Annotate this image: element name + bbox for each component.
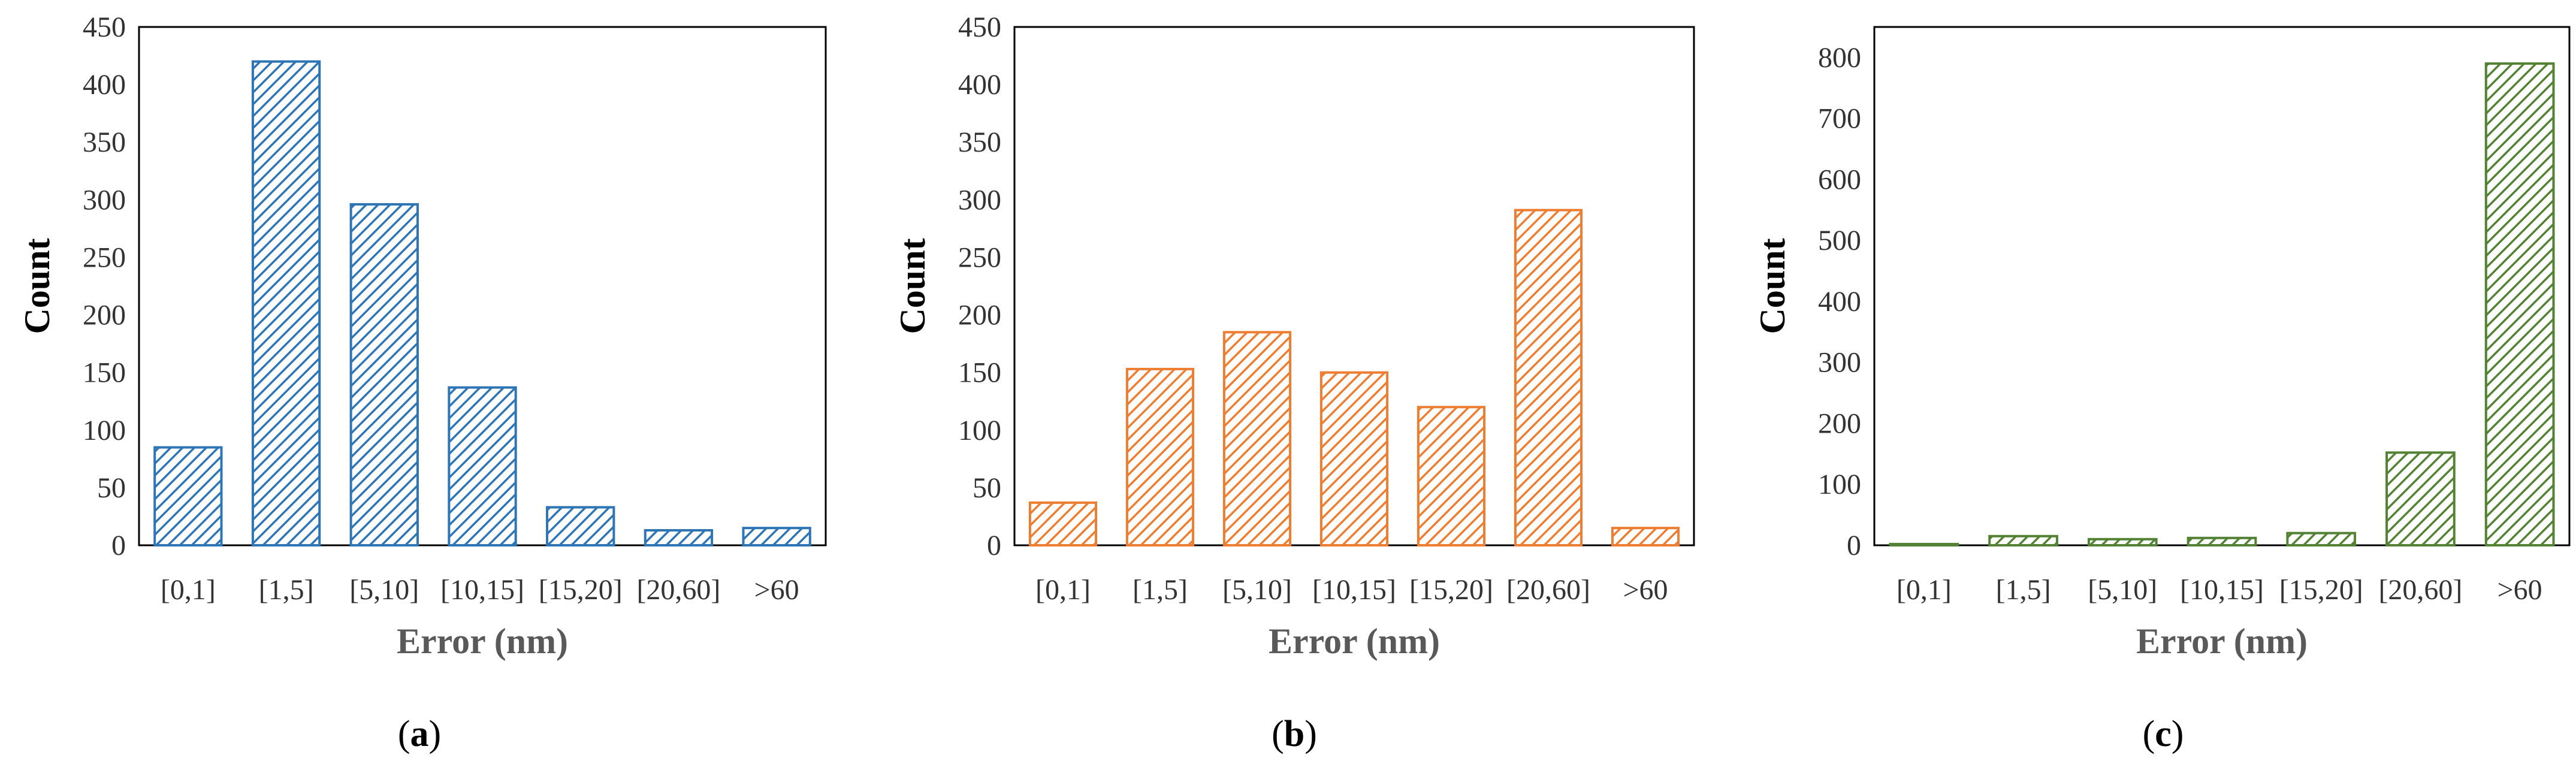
y-tick-label: 300 — [83, 184, 126, 216]
bar — [1417, 406, 1486, 546]
x-tick-label: [20,60] — [1506, 574, 1590, 606]
y-tick-label: 200 — [958, 300, 1001, 331]
x-tick-label: >60 — [2498, 574, 2542, 606]
x-tick-label: [5,10] — [1222, 574, 1292, 606]
x-tick-label: [15,20] — [2279, 574, 2363, 606]
y-tick-label: 500 — [1818, 225, 1861, 256]
x-tick-label: [0,1] — [161, 574, 216, 606]
chart-panel-c: 0 100 200 300 400 500 600 700 800 [0,1] [1,5] [5,10… — [1753, 26, 2571, 754]
y-tick-label: 100 — [958, 415, 1001, 446]
panel-label-paren-close: ) — [2172, 714, 2184, 754]
bar — [644, 529, 714, 546]
panel-label: (c) — [2143, 714, 2184, 754]
panel-label-paren-open: ( — [1272, 714, 1284, 754]
bar — [1611, 527, 1680, 547]
y-axis-title: Count — [17, 238, 57, 334]
chart-panel-b: 0 50 100 150 200 250 300 350 400 450 [0,1] [1,5] [5,… — [893, 11, 1695, 754]
panel-label-paren-close: ) — [429, 714, 442, 754]
y-tick-label: 700 — [1818, 103, 1861, 135]
y-tick-label: 50 — [97, 472, 126, 504]
bar — [546, 506, 615, 546]
x-tick-label: [10,15] — [2180, 574, 2264, 606]
y-tick-label: 150 — [83, 357, 126, 389]
bar — [2484, 62, 2555, 546]
y-tick-label: 350 — [83, 126, 126, 158]
x-tick-label: [20,60] — [636, 574, 720, 606]
panel-label-letter: a — [410, 714, 429, 754]
y-tick-label: 150 — [958, 357, 1001, 389]
y-tick-label: 800 — [1818, 42, 1861, 74]
y-tick-label: 100 — [1818, 469, 1861, 500]
y-tick-label: 200 — [83, 300, 126, 331]
y-tick-label: 600 — [1818, 164, 1861, 195]
bar — [349, 203, 419, 546]
y-tick-label: 250 — [83, 241, 126, 273]
bar — [1319, 371, 1389, 547]
bar — [1988, 535, 2058, 546]
x-tick-label: [10,15] — [440, 574, 524, 606]
y-tick-label: 50 — [973, 472, 1001, 504]
y-tick-label: 450 — [83, 11, 126, 43]
x-tick-label: [0,1] — [1035, 574, 1091, 606]
panel-label: (b) — [1272, 714, 1317, 754]
y-tick-label: 0 — [1847, 530, 1861, 561]
y-axis-title: Count — [1753, 238, 1792, 334]
bar — [448, 386, 517, 547]
x-tick-label: [15,20] — [1409, 574, 1493, 606]
bar — [2385, 451, 2456, 546]
bar — [2187, 536, 2257, 546]
x-tick-label: >60 — [1623, 574, 1668, 606]
x-tick-label: [0,1] — [1896, 574, 1952, 606]
bar — [1125, 367, 1195, 547]
y-tick-label: 350 — [958, 126, 1001, 158]
y-tick-label: 450 — [958, 11, 1001, 43]
bar — [2087, 537, 2158, 547]
panel-label-letter: b — [1284, 714, 1304, 754]
bar — [1222, 331, 1292, 547]
x-tick-label: [1,5] — [1996, 574, 2051, 606]
panel-label-letter: c — [2155, 714, 2172, 754]
bar — [2286, 532, 2357, 546]
bar — [1889, 542, 1959, 547]
y-tick-label: 0 — [111, 530, 126, 561]
y-tick-label: 300 — [1818, 347, 1861, 379]
bar — [1028, 501, 1098, 547]
plot-frame — [1873, 26, 2571, 546]
bar — [1514, 209, 1583, 546]
y-tick-label: 300 — [958, 184, 1001, 216]
panel-label: (a) — [398, 714, 441, 754]
bar — [153, 446, 223, 546]
bar — [742, 527, 811, 547]
x-tick-label: [15,20] — [539, 574, 623, 606]
y-tick-label: 100 — [83, 415, 126, 446]
x-axis-title: Error (nm) — [397, 621, 568, 661]
x-tick-label: >60 — [754, 574, 799, 606]
x-tick-label: [1,5] — [1133, 574, 1188, 606]
y-tick-label: 0 — [987, 530, 1001, 561]
panel-label-paren-open: ( — [2143, 714, 2155, 754]
x-tick-label: [10,15] — [1312, 574, 1396, 606]
y-tick-label: 400 — [83, 69, 126, 101]
x-axis-title: Error (nm) — [1269, 621, 1440, 661]
y-axis-title: Count — [893, 238, 932, 334]
x-tick-label: [20,60] — [2378, 574, 2462, 606]
y-tick-label: 400 — [1818, 286, 1861, 318]
y-tick-label: 250 — [958, 241, 1001, 273]
x-tick-label: [5,10] — [2088, 574, 2157, 606]
x-axis-title: Error (nm) — [2136, 621, 2308, 661]
x-tick-label: [1,5] — [259, 574, 314, 606]
panel-label-paren-open: ( — [398, 714, 410, 754]
y-tick-label: 400 — [958, 69, 1001, 101]
bar — [251, 60, 321, 546]
panel-label-paren-close: ) — [1304, 714, 1317, 754]
y-tick-label: 200 — [1818, 407, 1861, 439]
chart-panel-a: 0 50 100 150 200 250 300 350 400 450 [0,1] [1,5] [5,… — [17, 11, 827, 754]
x-tick-label: [5,10] — [349, 574, 419, 606]
